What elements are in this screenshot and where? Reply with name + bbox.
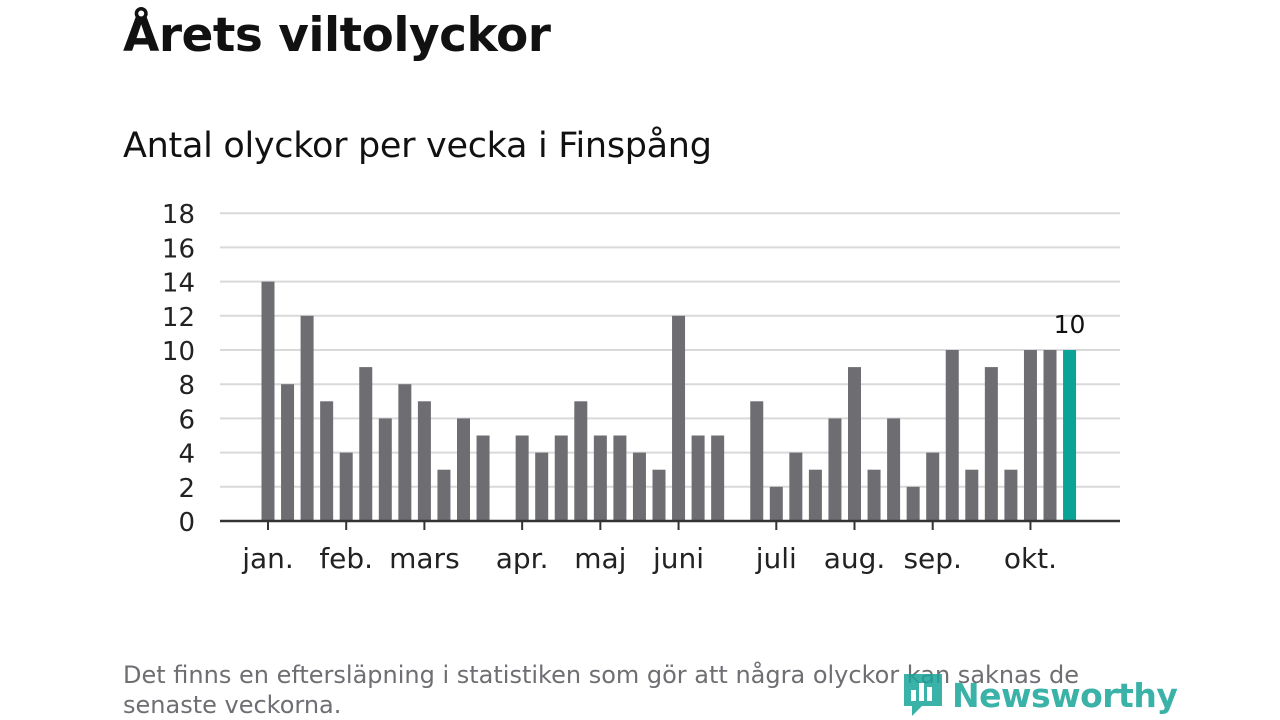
y-tick-label: 16 [162,234,195,264]
annotations: 10 [1054,310,1086,339]
bar [457,418,470,521]
bar-highlight [1063,350,1077,521]
bar [887,418,901,521]
bar [632,452,646,521]
y-tick-label: 6 [178,405,195,435]
bar [593,435,607,521]
bar [984,367,998,521]
x-tick-label: aug. [824,542,886,575]
bar [906,486,920,521]
bar [320,401,334,521]
bar [1004,469,1018,521]
x-tick-label: jan. [241,542,294,575]
bar [417,401,431,521]
x-tick-label: sep. [903,542,962,575]
brand-logo: Newsworthy [900,670,1178,720]
bar [398,384,412,521]
x-tick-label: juni [652,542,704,575]
bars [261,281,1077,521]
x-axis-labels: jan. feb. mars apr. maj juni juli aug. sep. okt. [241,542,1057,575]
y-tick-label: 4 [178,440,195,470]
newsworthy-logo-icon [904,674,942,716]
y-tick-label: 14 [162,269,195,299]
bar [945,350,959,521]
y-tick-label: 18 [162,200,195,230]
bar [926,452,940,521]
x-tick-label: apr. [496,542,549,575]
bar [281,384,295,521]
bar [652,469,666,521]
bar [535,452,549,521]
bar [691,435,705,521]
x-tick-label: feb. [319,542,373,575]
x-axis [220,519,1120,530]
bar [965,469,979,521]
bar [711,435,725,521]
bar [789,452,803,521]
bar [574,401,588,521]
bar [672,315,686,521]
highlight-data-label: 10 [1054,310,1086,339]
bar [554,435,568,521]
bar [359,367,373,521]
y-tick-label: 10 [162,337,195,367]
bar [339,452,353,521]
bar [867,469,881,521]
chart-title: Antal olyckor per vecka i Finspång [123,126,712,166]
bar [848,367,861,521]
bar [613,435,627,521]
bar [1023,350,1037,521]
page-title: Årets viltolyckor [123,8,551,63]
brand-name: Newsworthy [952,675,1178,715]
bar [769,486,783,521]
bar [437,469,451,521]
bar [515,435,529,521]
x-tick-label: maj [574,542,626,575]
bar [300,315,314,521]
x-tick-label: juli [755,542,797,575]
bar [1043,350,1057,521]
y-tick-label: 2 [178,474,195,504]
y-tick-label: 12 [162,303,195,333]
bar [476,435,490,521]
bar [750,401,764,521]
x-tick-label: okt. [1004,542,1057,575]
bar [828,418,842,521]
y-tick-label: 0 [178,508,195,538]
bar [261,281,275,521]
y-tick-label: 8 [178,371,195,401]
x-tick-label: mars [389,542,460,575]
bar [808,469,822,521]
grid-lines [220,212,1120,488]
y-axis-ticks: 0 2 4 6 8 10 12 14 16 18 [162,200,195,538]
bar [378,418,392,521]
